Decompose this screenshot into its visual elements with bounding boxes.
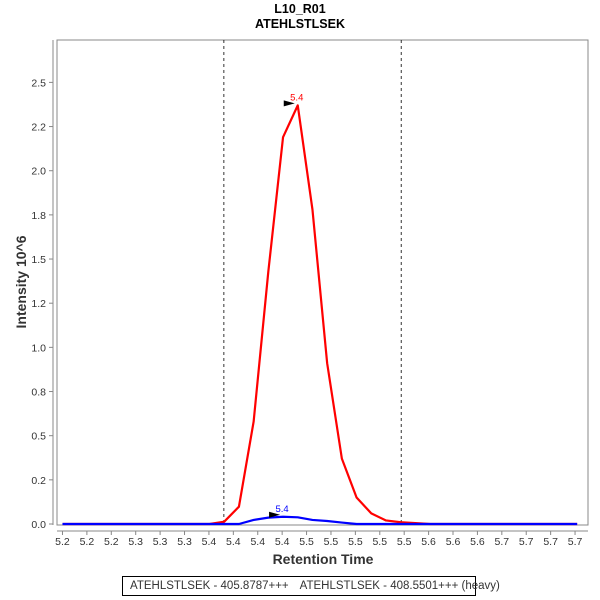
x-tick-label: 5.7 [568, 536, 583, 548]
x-tick-label: 5.5 [372, 536, 387, 548]
y-tick-label: 0.2 [31, 475, 46, 487]
chart-title: L10_R01 [274, 2, 325, 16]
x-tick-label: 5.3 [177, 536, 192, 548]
chart-subtitle: ATEHLSTLSEK [255, 17, 345, 31]
x-tick-label: 5.4 [226, 536, 241, 548]
x-tick-label: 5.7 [543, 536, 558, 548]
y-tick-label: 1.2 [31, 298, 46, 310]
series-line-heavy [62, 515, 578, 526]
legend-label-light: ATEHLSTLSEK - 405.8787+++ [130, 580, 289, 592]
y-tick-label: 0.8 [31, 387, 46, 399]
y-tick-label: 2.0 [31, 166, 46, 178]
x-axis-title: Retention Time [273, 551, 374, 567]
y-axis-title: Intensity 10^6 [13, 235, 29, 328]
plot-area [56, 39, 589, 526]
y-tick-label: 0.5 [31, 431, 46, 443]
x-tick-label: 5.5 [324, 536, 339, 548]
x-tick-label: 5.5 [299, 536, 314, 548]
x-tick-label: 5.6 [470, 536, 485, 548]
peak-marker-icon [283, 100, 295, 107]
x-tick-label: 5.2 [55, 536, 70, 548]
y-tick-label: 1.5 [31, 254, 46, 266]
legend: ATEHLSTLSEK - 405.8787+++ ATEHLSTLSEK - … [122, 576, 500, 596]
x-tick-label: 5.2 [80, 536, 95, 548]
x-tick-label: 5.3 [128, 536, 143, 548]
x-tick-label: 5.5 [348, 536, 363, 548]
x-tick-label: 5.4 [250, 536, 265, 548]
peak-label: 5.4 [275, 504, 288, 515]
y-tick-label: 2.5 [31, 77, 46, 89]
x-tick-label: 5.6 [421, 536, 436, 548]
peak-marker-icon [269, 511, 281, 518]
y-tick-label: 1.8 [31, 210, 46, 222]
x-tick-label: 5.4 [275, 536, 290, 548]
x-tick-label: 5.2 [104, 536, 119, 548]
y-tick-label: 0.0 [31, 519, 46, 531]
peak-label: 5.4 [290, 92, 303, 103]
y-tick-label: 2.2 [31, 122, 46, 134]
x-tick-label: 5.7 [519, 536, 534, 548]
chromatogram-chart: L10_R01 ATEHLSTLSEK 0.0 0.2 0.5 0.8 1.0 1.2 1.… [13, 2, 589, 567]
x-tick-label: 5.7 [495, 536, 510, 548]
x-tick-label: 5.3 [153, 536, 168, 548]
x-tick-label: 5.5 [397, 536, 412, 548]
y-tick-label: 1.0 [31, 342, 46, 354]
x-tick-label: 5.6 [446, 536, 461, 548]
x-tick-label: 5.4 [202, 536, 217, 548]
legend-label-heavy: ATEHLSTLSEK - 408.5501+++ (heavy) [299, 580, 500, 592]
